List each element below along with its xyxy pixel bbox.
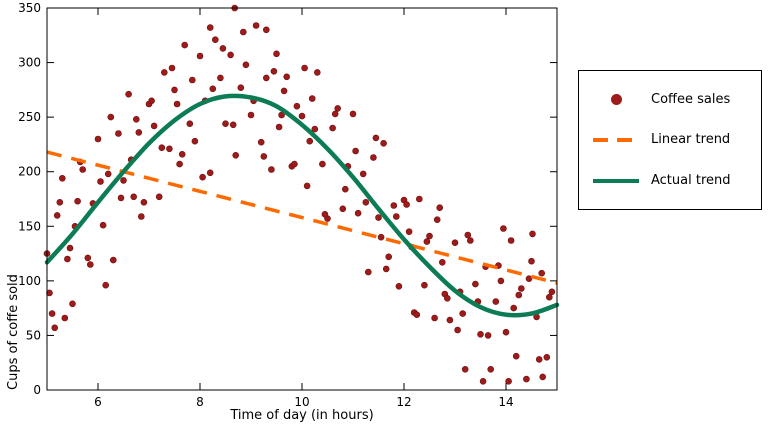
x-tick-label: 12: [396, 395, 411, 409]
legend-item-linear-trend: Linear trend: [593, 132, 755, 147]
y-tick-label: 350: [18, 1, 41, 15]
linear-trend-line: [46, 150, 558, 285]
scatter-points: [43, 4, 556, 385]
legend-item-actual-trend: Actual trend: [593, 173, 755, 188]
x-tick-label: 8: [196, 395, 204, 409]
y-tick-label: 250: [18, 110, 41, 124]
legend: Coffee sales Linear trend Actual trend: [578, 70, 762, 210]
legend-label: Linear trend: [651, 132, 731, 148]
y-axis-label: Cups of coffe sold: [6, 274, 21, 390]
y-tick-label: 0: [33, 383, 41, 397]
x-axis-label: Time of day (in hours): [230, 408, 374, 423]
legend-label: Actual trend: [651, 173, 731, 189]
actual-trend-line: [44, 93, 560, 318]
tick-labels: 6 8 10 12 14 0 50 100 150 200 250 300 350: [18, 1, 514, 409]
legend-label: Coffee sales: [651, 91, 731, 107]
y-tick-label: 50: [26, 328, 41, 342]
x-tick-label: 14: [498, 395, 513, 409]
y-tick-label: 300: [18, 56, 41, 70]
dashed-line-icon: [593, 137, 639, 142]
x-tick-label: 6: [94, 395, 102, 409]
axis-ticks: [47, 7, 557, 391]
y-tick-label: 150: [18, 219, 41, 233]
y-tick-label: 100: [18, 274, 41, 288]
y-tick-label: 200: [18, 165, 41, 179]
solid-line-icon: [593, 178, 639, 183]
legend-item-coffee-sales: Coffee sales: [593, 92, 755, 107]
scatter-marker-icon: [593, 93, 639, 105]
x-tick-label: 10: [294, 395, 309, 409]
